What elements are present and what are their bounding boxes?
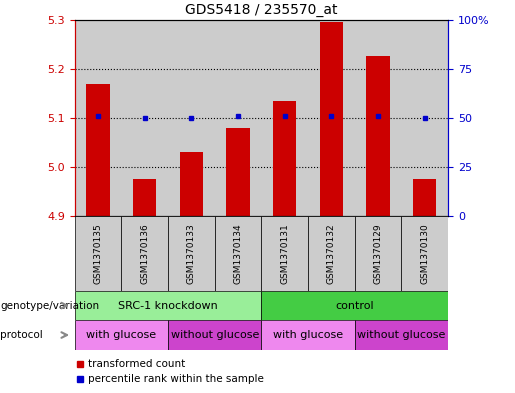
Bar: [168, 320, 261, 350]
Bar: [75, 20, 122, 216]
Title: GDS5418 / 235570_at: GDS5418 / 235570_at: [185, 3, 338, 17]
Bar: [401, 216, 448, 291]
Text: GSM1370130: GSM1370130: [420, 223, 429, 284]
Text: without glucose: without glucose: [357, 330, 445, 340]
Bar: [227, 128, 250, 216]
Bar: [261, 320, 355, 350]
Bar: [273, 101, 296, 216]
Text: GSM1370129: GSM1370129: [373, 223, 383, 284]
Bar: [261, 216, 308, 291]
Bar: [261, 20, 308, 216]
Text: protocol: protocol: [0, 330, 43, 340]
Bar: [168, 20, 215, 216]
Bar: [308, 216, 355, 291]
Bar: [366, 57, 390, 216]
Text: SRC-1 knockdown: SRC-1 knockdown: [118, 301, 218, 310]
Bar: [401, 20, 448, 216]
Text: transformed count: transformed count: [88, 358, 185, 369]
Bar: [355, 216, 401, 291]
Bar: [261, 291, 448, 320]
Text: GSM1370132: GSM1370132: [327, 223, 336, 284]
Text: with glucose: with glucose: [273, 330, 343, 340]
Bar: [133, 179, 157, 216]
Bar: [75, 216, 122, 291]
Bar: [355, 20, 401, 216]
Bar: [308, 20, 355, 216]
Text: with glucose: with glucose: [87, 330, 157, 340]
Text: GSM1370131: GSM1370131: [280, 223, 289, 284]
Text: genotype/variation: genotype/variation: [0, 301, 99, 310]
Bar: [215, 20, 261, 216]
Bar: [122, 20, 168, 216]
Text: GSM1370133: GSM1370133: [187, 223, 196, 284]
Bar: [75, 320, 168, 350]
Bar: [168, 216, 215, 291]
Bar: [180, 152, 203, 216]
Text: GSM1370135: GSM1370135: [94, 223, 102, 284]
Bar: [122, 216, 168, 291]
Bar: [320, 22, 343, 216]
Text: control: control: [335, 301, 374, 310]
Bar: [413, 179, 436, 216]
Bar: [215, 216, 261, 291]
Bar: [355, 320, 448, 350]
Text: GSM1370134: GSM1370134: [233, 223, 243, 284]
Text: GSM1370136: GSM1370136: [140, 223, 149, 284]
Bar: [87, 84, 110, 216]
Text: without glucose: without glucose: [170, 330, 259, 340]
Text: percentile rank within the sample: percentile rank within the sample: [88, 374, 264, 384]
Bar: [75, 291, 261, 320]
